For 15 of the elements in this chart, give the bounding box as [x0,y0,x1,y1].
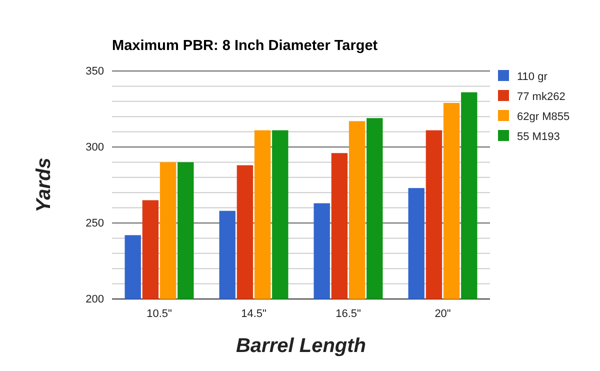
y-tick-label: 350 [86,66,104,78]
x-axis-title: Barrel Length [236,335,366,357]
x-tick-label: 10.5" [146,308,172,320]
x-tick-label: 16.5" [336,308,361,320]
x-tick-label: 14.5" [241,308,266,320]
chart-title: Maximum PBR: 8 Inch Diameter Target [112,38,378,54]
y-axis-title: Yards [33,158,55,212]
y-tick-label: 250 [86,218,104,230]
legend-label: 110 gr [517,71,548,83]
x-tick-label: 20" [434,308,451,320]
legend-label: 55 M193 [517,131,560,143]
y-tick-label: 200 [86,294,104,306]
legend-label: 62gr M855 [517,111,570,123]
legend-label: 77 mk262 [517,91,566,103]
y-tick-label: 300 [86,142,104,154]
